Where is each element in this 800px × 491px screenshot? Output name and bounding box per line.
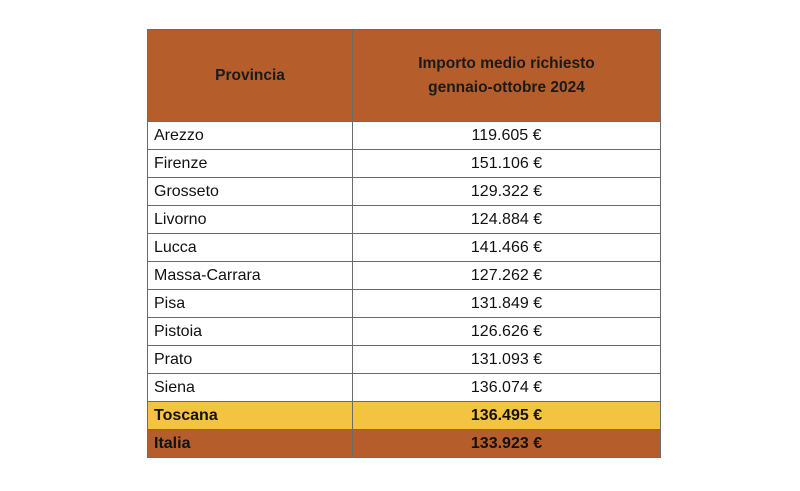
importo-cell: 124.884 €	[352, 205, 661, 234]
provincia-cell: Firenze	[147, 149, 353, 178]
table-row: Pisa 131.849 €	[147, 289, 661, 318]
importo-cell: 119.605 €	[352, 121, 661, 150]
table-row: Massa-Carrara 127.262 €	[147, 261, 661, 290]
provincia-cell: Prato	[147, 345, 353, 374]
provincia-cell: Arezzo	[147, 121, 353, 150]
provincia-cell: Grosseto	[147, 177, 353, 206]
table-row: Livorno 124.884 €	[147, 205, 661, 234]
importo-cell: 151.106 €	[352, 149, 661, 178]
provincia-cell: Toscana	[147, 401, 353, 430]
table-row: Lucca 141.466 €	[147, 233, 661, 262]
provincia-cell: Pistoia	[147, 317, 353, 346]
importo-cell: 136.074 €	[352, 373, 661, 402]
importo-cell: 131.093 €	[352, 345, 661, 374]
table-row: Grosseto 129.322 €	[147, 177, 661, 206]
province-table: Provincia Importo medio richiesto gennai…	[147, 29, 661, 458]
provincia-cell: Livorno	[147, 205, 353, 234]
table-row: Pistoia 126.626 €	[147, 317, 661, 346]
table-row: Prato 131.093 €	[147, 345, 661, 374]
table-row: Arezzo 119.605 €	[147, 121, 661, 150]
total-row: Toscana 136.495 €	[147, 401, 661, 430]
header-line-2: gennaio-ottobre 2024	[428, 78, 585, 96]
provincia-cell: Siena	[147, 373, 353, 402]
total-row: Italia 133.923 €	[147, 429, 661, 458]
header-provincia: Provincia	[147, 29, 353, 122]
header-line-1: Importo medio richiesto	[418, 54, 595, 72]
table-row: Firenze 151.106 €	[147, 149, 661, 178]
provincia-cell: Pisa	[147, 289, 353, 318]
provincia-cell: Lucca	[147, 233, 353, 262]
header-row: Provincia Importo medio richiesto gennai…	[147, 29, 661, 122]
importo-cell: 127.262 €	[352, 261, 661, 290]
importo-cell: 126.626 €	[352, 317, 661, 346]
importo-cell: 131.849 €	[352, 289, 661, 318]
header-importo: Importo medio richiesto gennaio-ottobre …	[352, 29, 661, 122]
provincia-cell: Italia	[147, 429, 353, 458]
importo-cell: 136.495 €	[352, 401, 661, 430]
importo-cell: 129.322 €	[352, 177, 661, 206]
table-row: Siena 136.074 €	[147, 373, 661, 402]
provincia-cell: Massa-Carrara	[147, 261, 353, 290]
importo-cell: 141.466 €	[352, 233, 661, 262]
importo-cell: 133.923 €	[352, 429, 661, 458]
